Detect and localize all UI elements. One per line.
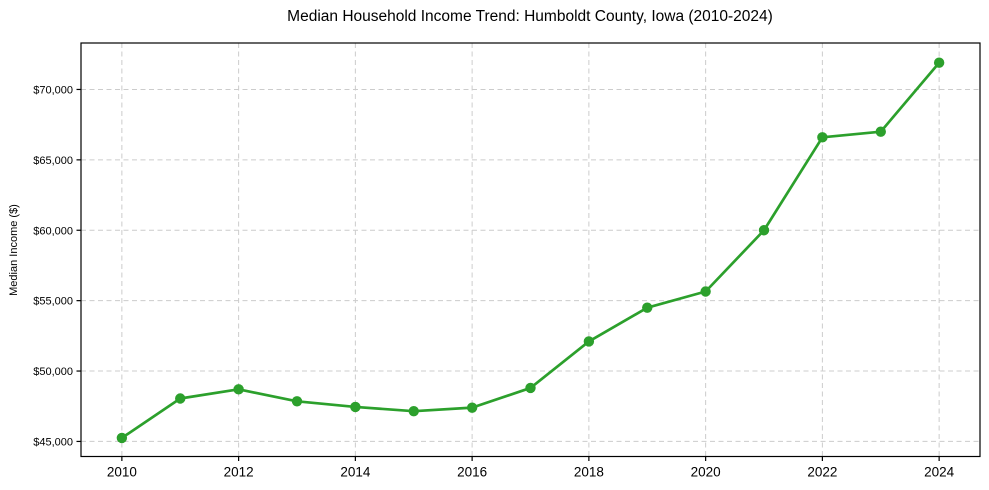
income-trend-line [120,61,941,440]
income-series [116,57,945,444]
y-tick-label-50000: $50,000 [33,366,73,378]
x-tick-label-2014: 2014 [340,465,371,480]
data-point-2021 [758,225,770,236]
x-tick-label-2022: 2022 [807,465,837,480]
data-point-2020 [700,286,711,297]
plot-frame [80,42,981,458]
y-tick-label-65000: $65,000 [33,155,73,167]
data-point-2010 [116,432,128,444]
data-point-2023 [875,126,886,137]
y-tick-label-70000: $70,000 [33,84,73,96]
y-axis-label: Median Income ($) [8,204,20,296]
y-axis: $45,000 $50,000 $55,000 $60,000 $65,000 $70,0… [33,84,81,448]
data-point-2011 [175,393,186,404]
data-point-2012 [233,384,244,395]
chart-title: Median Household Income Trend: Humboldt … [287,8,773,25]
data-point-2016 [466,402,478,413]
y-tick-label-55000: $55,000 [33,296,73,308]
data-point-2013 [291,396,303,407]
axes-frame [80,42,981,458]
x-tick-label-2012: 2012 [224,465,254,480]
data-point-2014 [350,401,361,413]
data-point-2024 [933,57,945,68]
data-point-2018 [583,336,595,347]
y-tick-label-45000: $45,000 [33,436,73,448]
x-tick-label-2010: 2010 [107,465,137,480]
data-point-2015 [408,405,419,417]
x-tick-label-2016: 2016 [457,465,487,480]
y-tick-label-60000: $60,000 [33,225,73,237]
grid-lines [81,43,980,457]
data-point-2019 [642,302,653,313]
x-axis: 2010 2012 2014 2016 2018 2020 2022 2024 [107,456,955,480]
x-tick-label-2020: 2020 [691,465,721,480]
data-point-2022 [817,132,828,143]
x-tick-label-2024: 2024 [924,465,955,480]
data-point-2017 [525,382,536,394]
x-tick-label-2018: 2018 [574,465,604,480]
